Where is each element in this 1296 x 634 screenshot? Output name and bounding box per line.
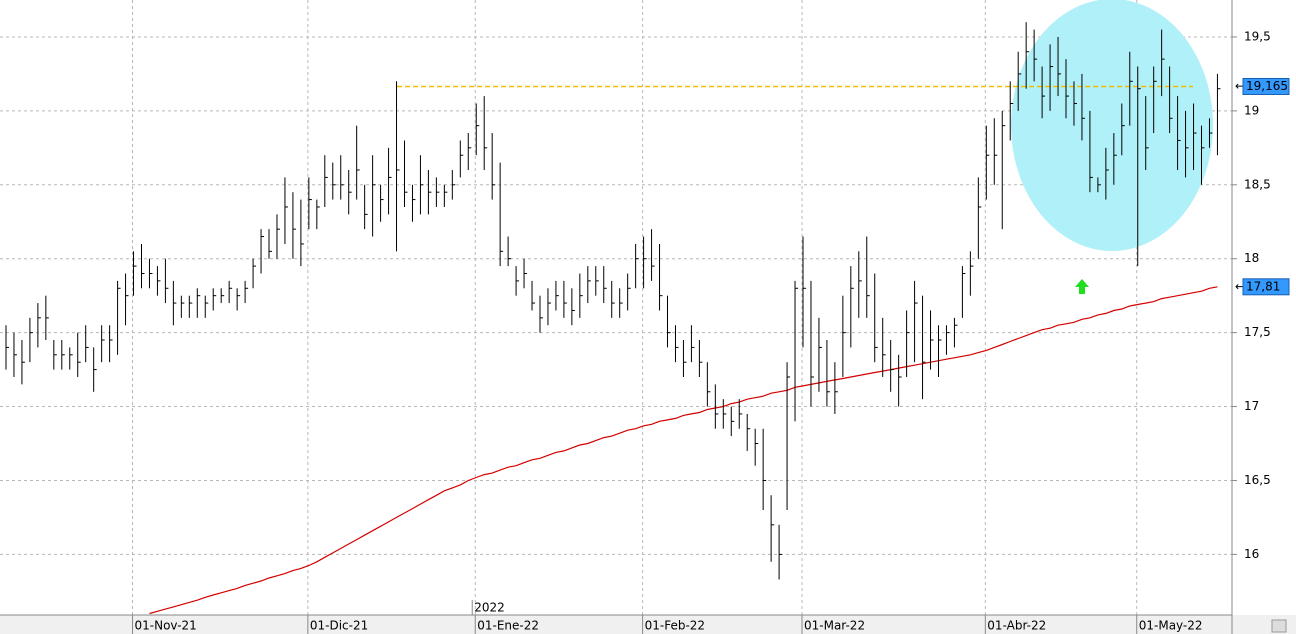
y-tick-label: 16,5 <box>1244 473 1271 487</box>
y-tick-label: 18 <box>1244 251 1259 265</box>
x-tick-label: 01-May-22 <box>1139 619 1203 633</box>
price-arrow: ← <box>1235 79 1245 93</box>
x-tick-label: 01-Nov-21 <box>135 619 197 633</box>
price-label: 19,165 <box>1246 79 1288 93</box>
y-tick-label: 17 <box>1244 399 1259 413</box>
year-label: 2022 <box>474 601 505 615</box>
x-axis-strip <box>0 615 1296 634</box>
x-tick-label: 01-Mar-22 <box>804 619 865 633</box>
x-tick-label: 01-Ene-22 <box>477 619 539 633</box>
x-tick-label: 01-Feb-22 <box>645 619 705 633</box>
corner-icon[interactable] <box>1271 619 1287 633</box>
y-tick-label: 19 <box>1244 103 1259 117</box>
up-arrow <box>1075 279 1089 294</box>
price-label-box <box>1242 278 1290 296</box>
price-label-box <box>1242 77 1290 95</box>
y-tick-label: 17,5 <box>1244 325 1271 339</box>
y-tick-label: 16 <box>1244 547 1259 561</box>
price-arrow: ← <box>1235 279 1245 293</box>
highlight-ellipse <box>1011 0 1213 251</box>
y-tick-label: 18,5 <box>1244 177 1271 191</box>
y-tick-label: 19,5 <box>1244 29 1271 43</box>
x-tick-label: 01-Dic-21 <box>310 619 368 633</box>
x-tick-label: 01-Abr-22 <box>987 619 1046 633</box>
moving-average-line <box>149 286 1218 615</box>
price-label: 17,81 <box>1246 279 1280 293</box>
